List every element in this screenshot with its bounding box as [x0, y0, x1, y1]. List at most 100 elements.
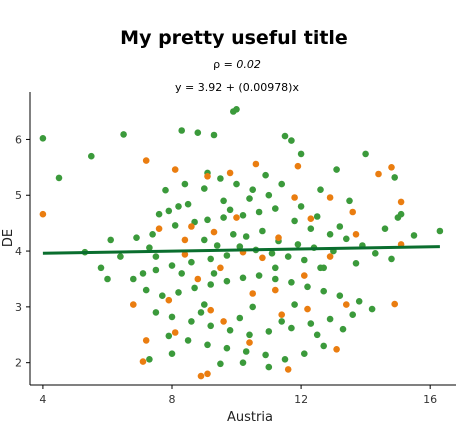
data-point-green: [242, 348, 250, 355]
data-point-green: [346, 197, 353, 205]
data-point-orange: [188, 223, 195, 230]
data-point-green: [320, 287, 328, 295]
data-point-orange: [301, 272, 308, 279]
data-point-green: [278, 318, 286, 325]
data-point-green: [288, 137, 295, 144]
data-point-orange: [326, 194, 334, 201]
data-point-green: [217, 360, 224, 368]
data-point-green: [107, 236, 114, 244]
data-point-orange: [220, 318, 227, 325]
data-point-green: [204, 341, 211, 349]
data-point-green: [146, 244, 153, 251]
data-point-green: [226, 206, 234, 214]
data-point-orange: [171, 166, 179, 173]
data-point-green: [88, 152, 95, 160]
data-point-green: [39, 135, 47, 142]
data-point-orange: [252, 160, 260, 168]
data-point-green: [281, 132, 289, 140]
data-point-green: [355, 298, 363, 305]
data-point-green: [255, 272, 263, 279]
data-point-green: [55, 174, 63, 182]
data-point-green: [149, 231, 156, 238]
data-point-green: [233, 106, 240, 113]
data-point-green: [201, 301, 208, 308]
data-point-green: [368, 305, 376, 313]
data-point-green: [226, 327, 234, 334]
data-point-orange: [142, 337, 150, 344]
data-point-green: [152, 266, 160, 274]
data-point-green: [317, 186, 324, 193]
data-point-green: [220, 197, 227, 205]
data-point-green: [301, 256, 308, 264]
data-point-orange: [388, 164, 395, 171]
data-point-orange: [207, 306, 214, 314]
data-point-orange: [352, 231, 360, 238]
data-point-green: [410, 232, 418, 239]
data-point-green: [210, 131, 218, 139]
data-point-orange: [272, 286, 279, 294]
data-point-green: [307, 225, 315, 232]
x-axis-label: Austria: [227, 410, 273, 423]
data-point-green: [130, 275, 137, 283]
data-point-orange: [210, 228, 218, 236]
regression-line-group: [42, 245, 440, 255]
data-point-orange: [349, 208, 357, 216]
data-point-green: [201, 185, 208, 192]
data-point-green: [184, 337, 192, 344]
data-point-green: [333, 166, 340, 173]
data-point-green: [188, 258, 195, 266]
data-point-green: [268, 250, 276, 257]
data-point-green: [265, 328, 273, 335]
data-point-orange: [39, 210, 47, 218]
data-point-green: [339, 325, 347, 333]
y-tick-label: 6: [15, 133, 22, 146]
data-point-green: [272, 275, 279, 283]
chart-title: My pretty useful title: [120, 27, 348, 49]
data-point-orange: [217, 264, 224, 272]
data-point-green: [436, 227, 444, 235]
data-point-green: [313, 213, 321, 220]
y-axis-label: DE: [1, 229, 16, 247]
regression-equation: y = 3.92 + (0.00978)x: [175, 81, 299, 94]
data-point-green: [304, 283, 311, 291]
data-point-green: [97, 264, 105, 272]
data-point-green: [262, 351, 269, 359]
data-point-green: [272, 264, 279, 272]
data-point-green: [291, 217, 298, 225]
y-tick-label: 2: [15, 357, 22, 370]
x-axis-ticks: 4 8 12 16: [39, 385, 437, 406]
data-point-green: [194, 129, 202, 136]
data-point-green: [381, 225, 389, 232]
data-point-green: [288, 279, 295, 286]
data-point-green: [236, 314, 244, 322]
data-point-green: [178, 270, 185, 277]
data-point-green: [162, 186, 169, 194]
data-point-orange: [333, 346, 340, 353]
data-point-green: [201, 236, 208, 244]
regression-line: [42, 245, 440, 255]
data-point-green: [197, 309, 205, 316]
data-point-green: [362, 150, 369, 158]
data-point-green: [139, 270, 147, 277]
data-point-green: [284, 253, 292, 260]
data-point-green: [204, 216, 211, 224]
data-point-green: [291, 301, 298, 308]
data-point-orange: [259, 254, 266, 262]
data-point-orange: [326, 253, 334, 260]
data-point-green: [336, 223, 344, 230]
data-point-green: [165, 207, 173, 215]
data-point-green: [233, 180, 240, 188]
x-tick-label: 16: [423, 393, 437, 406]
data-point-green: [152, 253, 160, 260]
correlation-value: 0.02: [236, 58, 261, 71]
data-point-orange: [304, 305, 311, 313]
data-point-green: [168, 262, 176, 269]
data-point-orange: [165, 296, 173, 304]
data-point-green: [207, 322, 214, 330]
y-axis-ticks: 2 3 4 5 6: [15, 133, 30, 370]
data-point-orange: [204, 173, 211, 180]
data-point-green: [317, 264, 324, 272]
data-point-orange: [226, 169, 234, 177]
data-point-green: [307, 320, 315, 327]
data-point-green: [320, 342, 328, 350]
